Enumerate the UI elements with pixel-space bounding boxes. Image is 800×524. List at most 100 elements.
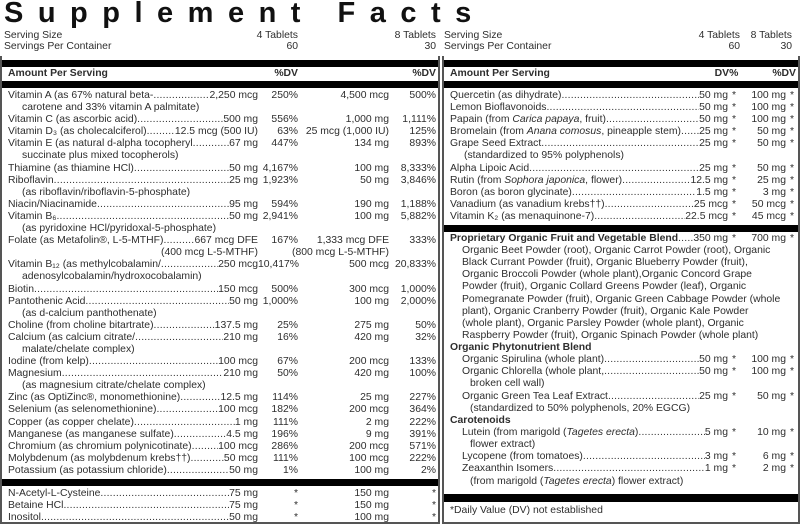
amount-4-tablets: 50 mg <box>229 512 258 524</box>
servings-per-container-label: Servings Per Container <box>4 41 112 52</box>
dot-leader <box>546 102 699 114</box>
ingredient-name-part: Grape Seed Extract <box>450 138 542 150</box>
ingredient-cell: Magnesium 210 mg <box>8 368 258 380</box>
dot-leader <box>608 391 699 403</box>
amount-8-tablets: 50 mg <box>360 174 389 186</box>
ingredient-name: Vitamin B₆ <box>8 211 56 223</box>
ingredient-cell: Choline (from choline bitartrate) 137.5 m… <box>8 320 258 332</box>
ingredient-cell: Vitamin B₁₂ (as methylcobalamin/250 mcg <box>8 259 258 271</box>
ingredient-cell: Organic Chlorella (whole plant, 50 mg <box>450 366 728 378</box>
amount-8-tablets: 50 mg <box>757 162 786 174</box>
ingredient-cell: Alpha Lipoic Acid 25 mg <box>450 163 728 175</box>
divider-bar <box>2 479 438 486</box>
servings-per-2: 30 <box>780 41 792 52</box>
daily-value-8-tablets: * <box>789 366 795 378</box>
amount-8-tablets: 100 mg <box>354 464 389 476</box>
ingredient-name-part: Quercetin (as dihydrate) <box>450 90 562 101</box>
amount-8-tablets: 300 mcg <box>349 283 389 295</box>
daily-value-4-tablets: * <box>731 90 737 101</box>
daily-value-4-tablets: 250% <box>271 90 298 101</box>
ingredient-name: Lutein (from marigold (Tagetes erecta) <box>462 427 638 439</box>
dot-leader <box>34 284 218 296</box>
facts-row: Papain (from Carica papaya, fruit)50 mg*… <box>450 114 798 126</box>
dot-leader <box>163 235 194 247</box>
ingredient-name-part: Organic Chlorella (whole plant, <box>462 366 605 378</box>
amount-8-tablets: 100 mg <box>751 90 786 101</box>
ingredient-cell: Biotin 150 mcg <box>8 284 258 296</box>
ingredient-name: Vitamin D₃ (as cholecalciferol) <box>8 126 147 138</box>
amount-4-tablets: 2,250 mcg <box>209 90 258 101</box>
ingredient-cell: Rutin (from Sophora japonica, flower) 12.… <box>450 175 728 187</box>
daily-value-8-tablets: * <box>789 198 795 210</box>
page-title: Supplement Facts <box>4 0 486 29</box>
dot-leader <box>97 199 229 211</box>
daily-value-8-tablets: 5,882% <box>400 210 436 222</box>
amount-8-tablets: 10 mg <box>757 427 786 439</box>
ingredient-cell: Molybdenum (as molybdenum krebs††) 50 mcg <box>8 453 258 465</box>
amount-4-tablets: 25 mg <box>699 126 728 138</box>
amount-4-tablets: 12.5 mcg (500 IU) <box>174 126 258 138</box>
amount-4-tablets: 50 mg <box>699 366 728 378</box>
ingredient-cell: Lutein (from marigold (Tagetes erecta) 5 … <box>450 427 728 439</box>
facts-row: Biotin 150 mcg 500% 300 mcg 1,000% <box>8 284 438 296</box>
ingredient-name: Thiamine (as thiamine HCl) <box>8 162 134 174</box>
ingredient-name: Vitamin A (as 67% natural beta- <box>8 90 153 102</box>
daily-value-8-tablets: * <box>789 126 795 138</box>
ingredient-cell: Organic Spirulina (whole plant) 50 mg <box>450 354 728 366</box>
ingredient-name-part: Organic Green Tea Leaf Extract <box>462 390 608 402</box>
daily-value-4-tablets: 63% <box>277 126 298 138</box>
dot-leader <box>604 354 699 366</box>
ingredient-name: Zeaxanthin Isomers <box>462 463 553 475</box>
daily-value-8-tablets: * <box>789 210 795 222</box>
ingredient-name-part: Alpha Lipoic Acid <box>450 162 530 174</box>
ingredient-cell: Vitamin C (as ascorbic acid) 500 mg <box>8 114 258 126</box>
daily-value-4-tablets: 500% <box>271 283 298 295</box>
amount-4-tablets: 67 mg <box>229 138 258 150</box>
ingredient-name: Organic Chlorella (whole plant, <box>462 366 604 378</box>
facts-row: Iodine (from kelp) 100 mcg 67% 200 mcg 133% <box>8 356 438 368</box>
ingredient-detail: (standardized to 50% polyphenols, 20% EG… <box>470 402 691 414</box>
column-header: Amount Per Serving %DV %DV <box>2 67 438 81</box>
amount-8-tablets: 100 mg <box>354 512 389 524</box>
amount-4-tablets: 50 mg <box>699 102 728 114</box>
amount-4-tablets: 50 mcg <box>223 452 258 464</box>
daily-value-4-tablets: 114% <box>272 392 298 404</box>
ingredient-name: Vitamin E (as natural d-alpha tocopheryl <box>8 138 193 150</box>
daily-value-8-tablets: 222% <box>409 452 436 464</box>
ingredient-name: Alpha Lipoic Acid <box>450 163 529 175</box>
daily-value-8-tablets: * <box>789 233 795 245</box>
ingredient-cell: Selenium (as selenomethionine) 100 mcg <box>8 404 258 416</box>
dot-leader <box>161 259 218 271</box>
facts-row: Potassium (as potassium chloride) 50 mg 1%… <box>8 465 438 477</box>
ingredient-name-part: Tagetes erecta <box>566 427 635 439</box>
ingredient-name: Copper (as copper chelate) <box>8 416 134 428</box>
facts-row: Rutin (from Sophora japonica, flower) 12.… <box>450 175 798 187</box>
daily-value-4-tablets: * <box>731 162 737 174</box>
amount-4-tablets: 350 mg <box>693 233 728 245</box>
botanicals-list: Quercetin (as dihydrate)50 mg*100 mg*Lem… <box>444 88 798 223</box>
ingredient-name: Quercetin (as dihydrate) <box>450 90 561 102</box>
ingredient-cell: Vitamin B₆ 50 mg <box>8 211 258 223</box>
dot-leader <box>100 488 229 500</box>
daily-value-8-tablets: 3,846% <box>400 174 436 186</box>
daily-value-4-tablets: * <box>731 427 737 439</box>
dot-leader <box>638 427 705 439</box>
daily-value-8-tablets: 125% <box>409 126 436 138</box>
daily-value-8-tablets: 1,111% <box>402 114 436 126</box>
ingredient-cell: Niacin/Niacinamide 95 mg <box>8 199 258 211</box>
amount-8-tablets: 100 mg <box>751 366 786 378</box>
dot-leader <box>192 441 219 453</box>
ingredient-name-part: Anana comosus <box>526 126 602 138</box>
ingredient-detail: flower extract) <box>470 439 536 451</box>
daily-value-4-tablets: 447% <box>271 138 298 150</box>
amount-4-tablets: 50 mg <box>229 162 258 174</box>
amount-4-tablets: 50 mg <box>229 210 258 222</box>
daily-value-8-tablets: * <box>789 427 795 439</box>
daily-value-8-tablets: * <box>431 488 436 499</box>
ingredient-name-part: Vitamin K₂ (as menaquinone-7) <box>450 210 595 222</box>
ingredient-detail: (as riboflavin/riboflavin-5-phosphate) <box>22 186 191 198</box>
facts-row: Vitamin K₂ (as menaquinone-7)22.5 mcg*45… <box>450 211 798 223</box>
ingredient-name: Selenium (as selenomethionine) <box>8 404 157 416</box>
ingredient-cell: Riboflavin 25 mg <box>8 175 258 187</box>
dot-leader <box>180 392 220 404</box>
